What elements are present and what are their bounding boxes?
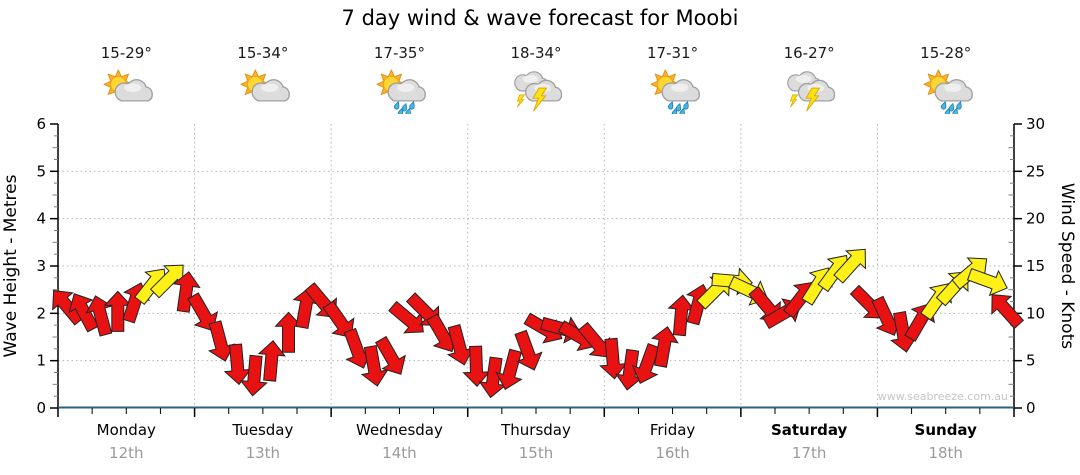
right-tick-label: 20 xyxy=(1026,210,1045,228)
wind-arrow xyxy=(68,293,99,333)
left-tick-label: 2 xyxy=(36,304,46,322)
wind-arrow xyxy=(495,348,523,391)
left-tick-label: 0 xyxy=(36,399,46,417)
wind-arrow xyxy=(651,326,679,368)
temp-range-label: 15-28° xyxy=(920,44,972,62)
left-tick-label: 5 xyxy=(36,162,46,180)
right-tick-label: 5 xyxy=(1026,352,1036,370)
watermark: www.seabreeze.com.au xyxy=(878,390,1008,403)
wind-arrow xyxy=(991,294,1025,330)
wind-arrow xyxy=(239,354,268,397)
day-name-label: Sunday xyxy=(914,421,977,439)
wind-arrow xyxy=(257,340,286,382)
day-date-label: 14th xyxy=(382,444,417,462)
wind-arrow xyxy=(514,329,543,371)
day-name-label: Thursday xyxy=(501,421,571,439)
temp-range-label: 16-27° xyxy=(783,44,835,62)
wind-arrow xyxy=(52,289,85,326)
temp-range-label: 15-34° xyxy=(237,44,289,62)
day-name-label: Saturday xyxy=(770,421,848,439)
right-tick-label: 25 xyxy=(1026,162,1045,180)
page-title: 7 day wind & wave forecast for Moobi xyxy=(341,6,739,30)
wind-arrow xyxy=(375,335,406,375)
wind-arrow xyxy=(966,267,1008,297)
axes xyxy=(50,123,1022,417)
temp-range-label: 18-34° xyxy=(510,44,562,62)
left-tick-label: 3 xyxy=(36,257,46,275)
wind-arrow xyxy=(85,295,113,337)
wind-arrow xyxy=(833,248,866,284)
day-name-label: Monday xyxy=(96,421,156,439)
day-name-label: Wednesday xyxy=(356,421,443,439)
day-date-label: 18th xyxy=(928,444,963,462)
right-tick-label: 10 xyxy=(1026,304,1045,322)
right-tick-label: 15 xyxy=(1026,257,1045,275)
wind-arrow xyxy=(631,343,661,384)
wind-arrows xyxy=(52,248,1025,399)
left-tick-label: 6 xyxy=(36,115,46,133)
day-date-label: 13th xyxy=(245,444,281,462)
wind-arrow xyxy=(172,271,201,313)
left-tick-label: 1 xyxy=(36,352,46,370)
day-date-label: 12th xyxy=(109,444,144,462)
temp-range-label: 17-31° xyxy=(647,44,699,62)
right-tick-label: 30 xyxy=(1026,115,1045,133)
day-date-label: 16th xyxy=(655,444,690,462)
day-name-label: Tuesday xyxy=(232,421,294,439)
wind-arrow xyxy=(322,300,355,338)
day-date-label: 15th xyxy=(518,444,554,462)
tick-labels: 0 1 2 3 4 5 6 0 5 10 15 20 25 30 xyxy=(36,115,1045,417)
temp-range-label: 17-35° xyxy=(373,44,425,62)
wind-arrow xyxy=(187,292,219,332)
right-tick-label: 0 xyxy=(1026,399,1036,417)
left-axis-label: Wave Height - Metres xyxy=(1,174,21,357)
temp-range-label: 15-29° xyxy=(100,44,152,62)
right-axis-label: Wind Speed - Knots xyxy=(1057,183,1077,349)
left-tick-label: 4 xyxy=(36,210,46,228)
day-name-label: Friday xyxy=(649,421,696,439)
day-date-label: 17th xyxy=(791,444,827,462)
